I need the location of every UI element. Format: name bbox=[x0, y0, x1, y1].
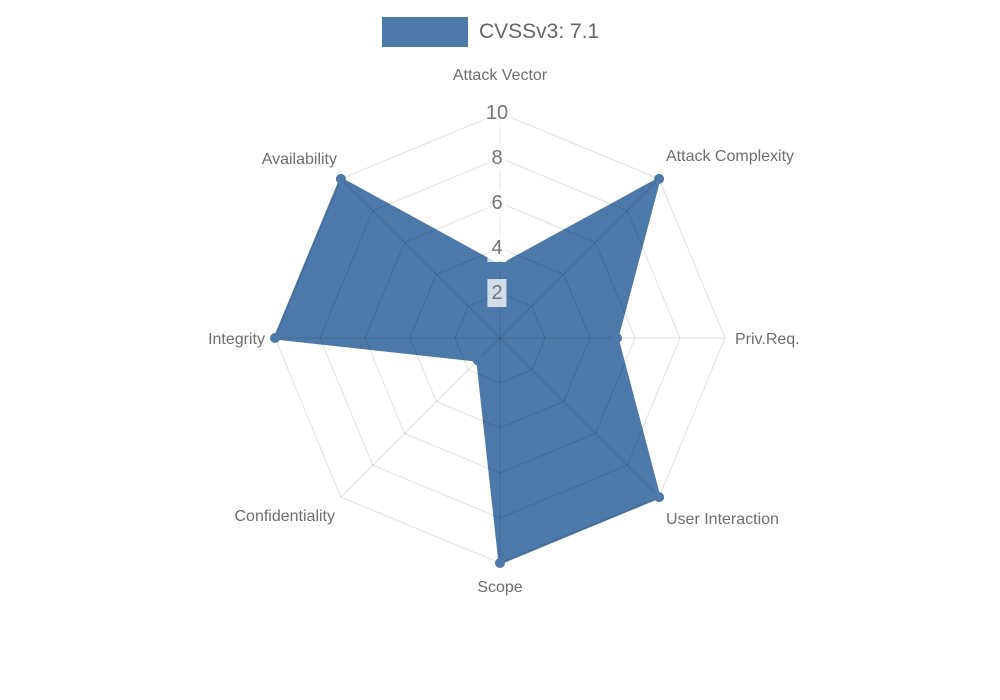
axis-label-confidentiality: Confidentiality bbox=[234, 508, 336, 525]
axis-label-availability: Availability bbox=[261, 151, 337, 168]
radial-tick-10: 10 bbox=[481, 99, 513, 127]
vertex-dot bbox=[495, 261, 505, 271]
axis-label-scope: Scope bbox=[477, 579, 523, 596]
angle-line bbox=[499, 337, 660, 498]
vertex-dot bbox=[335, 173, 346, 184]
axis-label-priv-req: Priv.Req. bbox=[735, 331, 800, 348]
legend-label[interactable]: CVSSv3: 7.1 bbox=[479, 20, 600, 43]
angle-line bbox=[340, 178, 501, 339]
legend-item[interactable]: CVSSv3: 7.1 bbox=[382, 17, 599, 47]
grid-ring bbox=[454, 292, 546, 384]
axis-label-user-interaction: User Interaction bbox=[666, 511, 779, 528]
angle-line bbox=[499, 178, 660, 339]
axis-label-integrity: Integrity bbox=[208, 331, 265, 348]
vertex-dot bbox=[270, 333, 280, 343]
radar-grid bbox=[274, 112, 726, 564]
vertex-dot bbox=[495, 558, 505, 568]
grid-ring bbox=[364, 202, 636, 474]
legend-color-swatch[interactable] bbox=[382, 17, 468, 47]
radial-tick-8: 8 bbox=[487, 144, 507, 172]
radial-tick-4: 4 bbox=[487, 234, 507, 262]
grid-ring bbox=[409, 247, 591, 429]
axis-label-attack-complexity: Attack Complexity bbox=[666, 148, 795, 165]
vertex-dot bbox=[654, 492, 665, 503]
vertex-dot bbox=[654, 173, 665, 184]
grid-ring bbox=[319, 157, 681, 519]
axis-label-attack-vector: Attack Vector bbox=[452, 67, 548, 84]
radial-tick-2: 2 bbox=[487, 279, 507, 307]
radial-tick-6: 6 bbox=[487, 189, 507, 217]
vertex-dot bbox=[472, 355, 483, 366]
vertex-dot bbox=[612, 333, 622, 343]
angle-line bbox=[340, 337, 501, 498]
